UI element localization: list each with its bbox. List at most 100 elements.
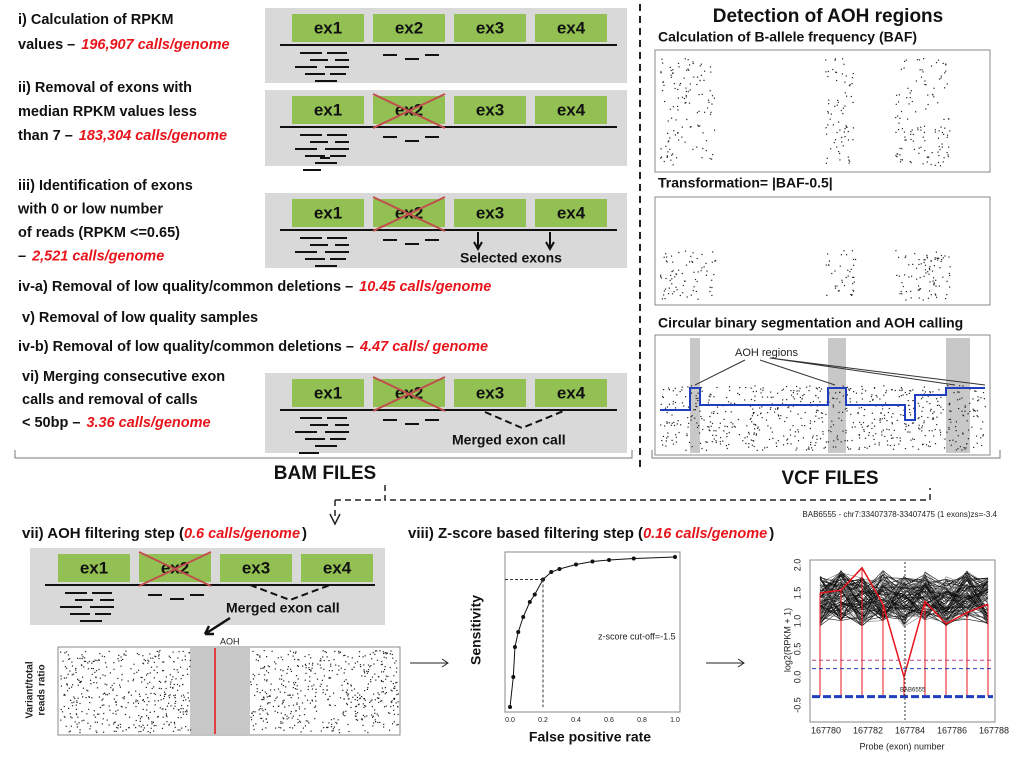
dot: [912, 389, 914, 391]
dot: [170, 681, 172, 683]
dot: [295, 651, 297, 653]
dot: [279, 691, 281, 693]
dot: [165, 714, 168, 716]
exon: [535, 14, 607, 42]
dot: [338, 665, 340, 667]
dot: [371, 676, 374, 678]
dot: [73, 701, 75, 703]
exon: [292, 379, 364, 407]
dot: [173, 661, 175, 663]
x-tick-label: 0.6: [604, 717, 614, 724]
exon-label: ex1: [314, 203, 342, 222]
dot: [681, 402, 683, 404]
dot: [863, 428, 865, 431]
dot: [935, 62, 938, 64]
dot: [794, 435, 796, 437]
dot: [101, 704, 103, 706]
dot: [364, 730, 366, 732]
dot: [384, 666, 386, 668]
dot: [936, 424, 938, 426]
dot: [328, 677, 330, 679]
roc-point: [557, 567, 562, 571]
dot: [71, 702, 73, 704]
dot: [128, 691, 130, 693]
dot: [297, 718, 299, 720]
dot: [288, 705, 290, 707]
dot: [677, 131, 679, 134]
dot: [145, 674, 148, 676]
dot: [927, 94, 929, 96]
dot: [924, 140, 926, 142]
dot: [260, 667, 262, 670]
dot: [767, 425, 769, 427]
dot: [670, 159, 672, 161]
dot: [687, 406, 690, 408]
dot: [836, 79, 838, 82]
dot: [342, 714, 344, 716]
dot: [848, 159, 850, 161]
dot: [839, 129, 841, 131]
dot: [977, 396, 979, 398]
dot: [919, 428, 921, 430]
dot: [699, 79, 701, 82]
dot: [328, 670, 330, 672]
dot: [252, 678, 254, 680]
dot: [68, 658, 70, 660]
dot: [790, 443, 792, 445]
dot: [942, 276, 944, 278]
dot: [380, 664, 382, 666]
dot: [947, 385, 949, 387]
dot: [695, 402, 697, 405]
dot: [293, 684, 295, 686]
dot: [937, 161, 940, 164]
dot: [385, 692, 387, 694]
dot: [120, 705, 122, 707]
dot: [139, 695, 141, 697]
exon-label: ex4: [557, 100, 586, 119]
dot: [685, 90, 687, 92]
dot: [766, 396, 769, 398]
dot: [147, 716, 150, 719]
dot: [793, 390, 795, 392]
select-arrow: [473, 232, 483, 252]
dot: [846, 407, 848, 409]
dot: [825, 59, 827, 61]
dot: [695, 405, 697, 407]
dot: [727, 401, 730, 403]
dot: [347, 656, 349, 658]
plot-frame: [57, 646, 401, 736]
sample-label: BAB6555: [900, 688, 926, 694]
dot: [361, 719, 363, 721]
dot: [150, 692, 152, 694]
dot: [374, 673, 376, 675]
dot: [830, 148, 832, 150]
dot: [169, 683, 172, 685]
dot: [290, 668, 292, 670]
dot: [718, 427, 720, 429]
dot: [838, 417, 840, 419]
dot: [691, 446, 693, 448]
dot: [104, 692, 106, 694]
dot: [667, 132, 669, 134]
dot: [812, 449, 814, 451]
dot: [391, 690, 393, 692]
dot: [674, 87, 676, 90]
dot: [289, 650, 291, 652]
dot: [839, 391, 841, 394]
dot: [891, 437, 893, 439]
dot: [898, 275, 900, 277]
dot: [753, 432, 755, 434]
dot: [184, 655, 186, 657]
dot: [792, 396, 794, 398]
dot: [761, 406, 763, 408]
dot: [660, 72, 662, 74]
dot: [372, 725, 374, 727]
dot: [384, 693, 386, 695]
dot: [787, 407, 789, 409]
dot: [377, 692, 379, 694]
dot: [94, 659, 96, 661]
dot: [669, 108, 671, 110]
dot: [366, 670, 368, 672]
dot: [940, 254, 942, 257]
dot: [739, 387, 741, 389]
